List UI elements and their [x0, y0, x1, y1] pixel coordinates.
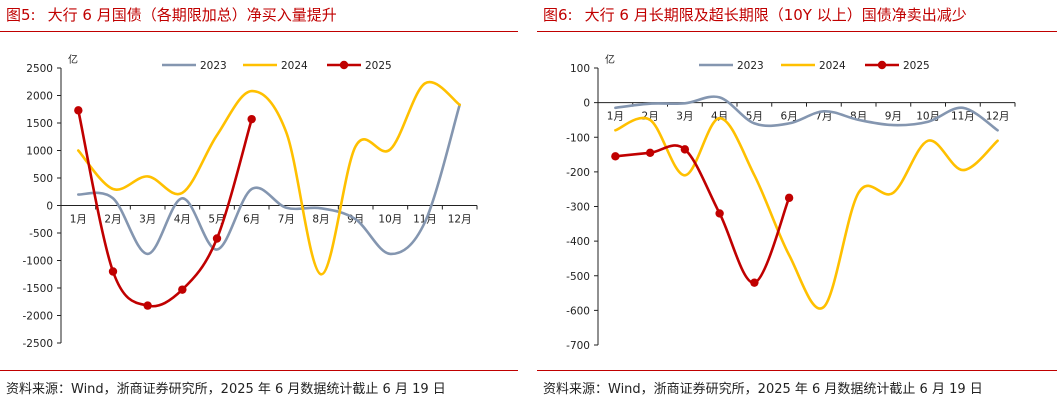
legend-label-2024: 2024 — [281, 60, 308, 72]
x-tick-label: 6月 — [781, 111, 798, 123]
data-point-2025 — [108, 267, 118, 276]
figure-6-bottom-rule — [537, 370, 1057, 371]
series-line-2023 — [77, 103, 461, 256]
x-tick-label: 7月 — [278, 214, 295, 226]
y-axis-unit-label: 亿 — [605, 53, 615, 66]
data-point-2025 — [178, 285, 187, 294]
y-tick-label: -700 — [566, 340, 590, 352]
x-tick-label: 12月 — [986, 111, 1010, 123]
figure-6-number: 图6: — [543, 6, 573, 24]
x-tick-label: 1月 — [607, 111, 624, 123]
data-point-2025 — [74, 106, 83, 115]
data-point-2025 — [680, 145, 690, 154]
x-tick-label: 9月 — [885, 111, 902, 123]
y-tick-label: -200 — [566, 167, 590, 179]
series-line-2024 — [614, 116, 999, 310]
legend-label-2023: 2023 — [200, 60, 227, 72]
figure-5-panel: 图5: 大行 6 月国债（各期限加总）净买入量提升 亿 2500 2000 1500 10… — [0, 0, 518, 402]
data-point-2025 — [750, 278, 759, 287]
x-tick-label: 11月 — [951, 111, 975, 123]
series-line-2024 — [77, 80, 461, 276]
y-tick-label: -2000 — [22, 311, 53, 323]
y-tick-label: -500 — [29, 228, 53, 240]
y-axis-unit-label: 亿 — [68, 53, 78, 66]
figure-6-title: 图6: 大行 6 月长期限及超长期限（10Y 以上）国债净卖出减少 — [543, 4, 967, 25]
x-tick-label: 7月 — [815, 111, 832, 123]
x-tick-label: 2月 — [642, 111, 659, 123]
x-tick-label: 10月 — [378, 214, 402, 226]
y-tick-label: 2500 — [26, 63, 53, 75]
data-point-2025 — [247, 114, 256, 124]
legend-marker-2025 — [877, 60, 887, 70]
figure-5-source: 资料来源：Wind，浙商证券研究所，2025 年 6 月数据统计截止 6 月 1… — [6, 382, 446, 397]
figure-6-top-rule — [537, 31, 1057, 32]
figure-5-chart: 亿 2500 2000 1500 1000 500 0 -500 -1000 -1500 -2000… — [22, 53, 478, 350]
figure-5-title-text: 大行 6 月国债（各期限加总）净买入量提升 — [47, 6, 337, 24]
legend-marker-2025 — [339, 60, 349, 70]
y-tick-label: -600 — [566, 305, 590, 317]
y-tick-label: 1500 — [26, 118, 53, 130]
figure-6-panel: 图6: 大行 6 月长期限及超长期限（10Y 以上）国债净卖出减少 亿 100 0 -1… — [537, 0, 1057, 402]
data-point-2025 — [212, 234, 222, 243]
y-tick-label: 2000 — [26, 91, 53, 103]
x-tick-label: 12月 — [448, 214, 472, 226]
y-tick-label: 500 — [33, 173, 53, 185]
y-tick-label: 0 — [583, 98, 590, 110]
series-line-2025 — [614, 144, 791, 284]
x-tick-label: 3月 — [676, 111, 693, 123]
data-point-2025 — [715, 209, 724, 218]
data-point-2025 — [611, 152, 620, 161]
y-tick-label: -1500 — [22, 283, 53, 295]
y-tick-label: -500 — [566, 271, 590, 283]
series-line-2023 — [614, 95, 999, 132]
x-tick-label: 2月 — [104, 214, 121, 226]
y-tick-label: -2500 — [22, 338, 53, 350]
legend-label-2025: 2025 — [903, 60, 930, 72]
y-tick-label: -100 — [566, 132, 590, 144]
data-point-2025 — [645, 148, 655, 158]
figure-5-bottom-rule — [0, 370, 518, 371]
legend-label-2024: 2024 — [819, 60, 846, 72]
series-line-2025 — [77, 109, 253, 308]
x-tick-label: 8月 — [312, 214, 329, 226]
x-tick-label: 4月 — [174, 214, 191, 226]
y-tick-label: -400 — [566, 236, 590, 248]
x-tick-label: 3月 — [139, 214, 156, 226]
figure-5-number: 图5: — [6, 6, 36, 24]
legend-label-2025: 2025 — [365, 60, 392, 72]
figure-5-top-rule — [0, 31, 518, 32]
y-tick-label: 0 — [46, 201, 53, 213]
figure-6-source: 资料来源：Wind，浙商证券研究所，2025 年 6 月数据统计截止 6 月 1… — [543, 382, 983, 397]
y-tick-label: 100 — [570, 63, 590, 75]
x-tick-label: 1月 — [70, 214, 87, 226]
data-point-2025 — [143, 301, 152, 310]
y-tick-label: -300 — [566, 202, 590, 214]
x-tick-label: 6月 — [243, 214, 260, 226]
y-tick-label: -1000 — [22, 256, 53, 268]
x-tick-label: 5月 — [208, 214, 225, 226]
figure-5-title: 图5: 大行 6 月国债（各期限加总）净买入量提升 — [6, 4, 337, 25]
figure-6-title-text: 大行 6 月长期限及超长期限（10Y 以上）国债净卖出减少 — [584, 6, 967, 24]
y-tick-label: 1000 — [26, 146, 53, 158]
legend-label-2023: 2023 — [737, 60, 764, 72]
data-point-2025 — [784, 193, 794, 203]
